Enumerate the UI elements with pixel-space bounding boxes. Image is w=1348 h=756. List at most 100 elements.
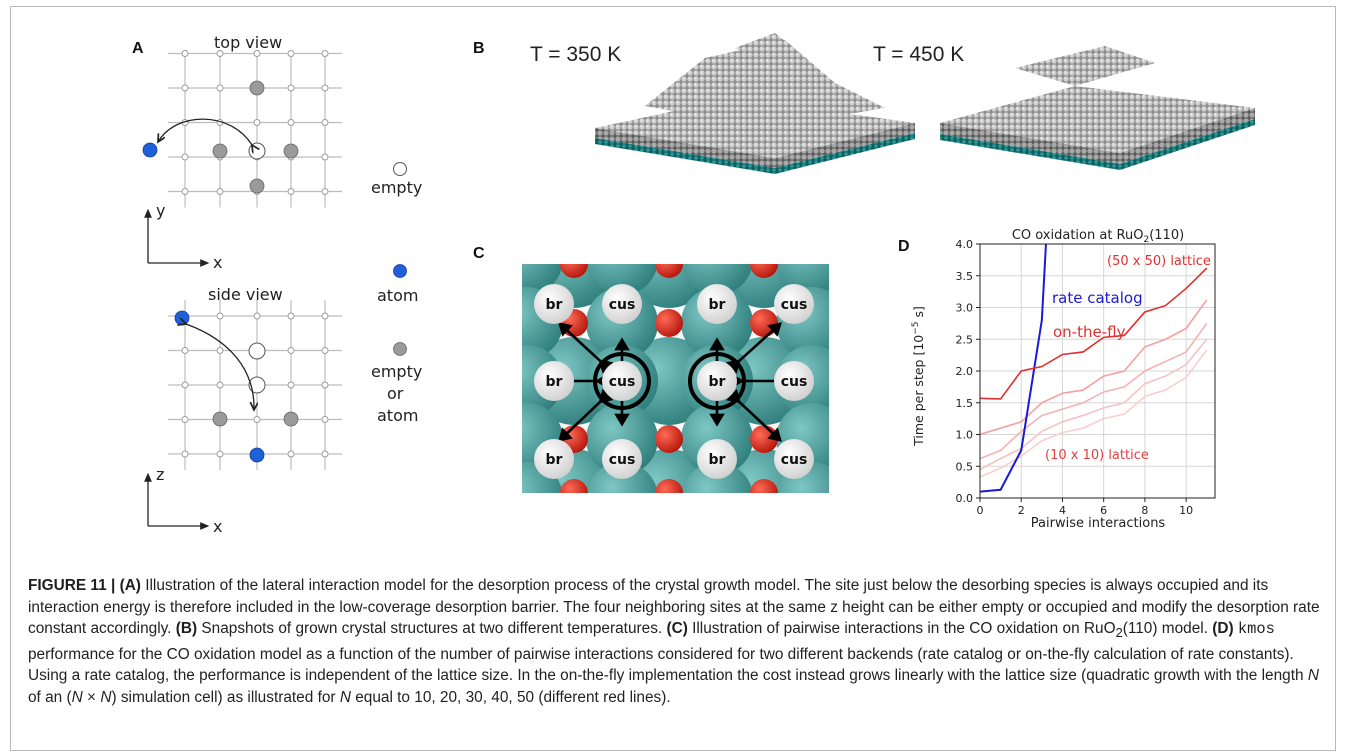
site-label-br: br [709, 297, 726, 313]
top-desorbed-atom [142, 142, 158, 158]
oxygen-atom [655, 264, 683, 278]
side-hop-arrow [186, 324, 254, 410]
site-cus [774, 284, 814, 324]
ru-atom [586, 264, 658, 295]
side-grid-site [287, 450, 295, 458]
y-tick-label: 1.5 [956, 397, 974, 410]
x-tick-label: 10 [1179, 504, 1193, 517]
top-grid-site [253, 119, 261, 126]
x-tick-label: 2 [1018, 504, 1025, 517]
caption-d-text-c: ) simulation cell) as illustrated for [111, 689, 340, 707]
y-tick-label: 4.0 [956, 238, 974, 251]
caption-d-label: (D) [1212, 620, 1234, 638]
center-cus-ring [593, 352, 651, 410]
side-grid-site [216, 450, 224, 458]
y-tick-label: 2.5 [956, 333, 974, 346]
site-label-cus: cus [781, 297, 808, 313]
series-on-the-fly-line [980, 267, 1208, 400]
oxygen-atom [655, 479, 683, 493]
panel-a-diagram [142, 50, 342, 530]
x-axis-title: Pairwise interactions [1031, 516, 1166, 531]
lattice-50-annotation: (50 x 50) lattice [1107, 254, 1211, 269]
interaction-arrow [558, 388, 614, 442]
top-grid-site [216, 50, 224, 57]
caption-d-n1: N [1307, 667, 1319, 685]
side-grid-site [321, 347, 329, 354]
top-either-atom-w [212, 143, 228, 159]
y-tick-label: 3.0 [956, 302, 974, 315]
on-the-fly-annotation: on-the-fly [1053, 323, 1126, 341]
caption-c-label: (C) [666, 620, 688, 638]
performance-chart: 0 2 4 6 8 10 0.0 0.5 1.0 1.5 2.0 2.5 3.0 3.5 4.0 CO ox… [911, 228, 1216, 531]
ru-atom [681, 264, 753, 295]
site-cus [602, 284, 642, 324]
oxygen-atom [750, 479, 778, 493]
chart-ticks: 0 2 4 6 8 10 0.0 0.5 1.0 1.5 2.0 2.5 3.0 3.5 4.0 [956, 238, 1194, 517]
caption-b-text: Snapshots of grown crystal structures at… [197, 620, 667, 638]
caption-a-text: Illustration of the lateral interaction … [28, 577, 1320, 638]
panel-c-diagram: br cus br cus br cus br cus br cus br cus [522, 264, 829, 493]
site-label-cus: cus [781, 452, 808, 468]
panel-a-legend-markers [393, 162, 407, 356]
caption-b-label: (B) [175, 620, 198, 638]
x-axis-label-top: x [213, 253, 223, 272]
legend-either-label-1: empty [371, 362, 423, 381]
site-label-cus: cus [609, 452, 636, 468]
top-grid-site [321, 50, 329, 57]
top-center-empty [248, 142, 266, 160]
caption-d-text-d: equal to 10, 20, 30, 40, 50 (different r… [350, 689, 671, 707]
caption-c-text-b: (110) model. [1122, 620, 1213, 638]
interaction-arrow [726, 388, 782, 442]
side-upper-empty [248, 342, 266, 360]
site-label-cus: cus [609, 297, 636, 313]
series-on-the-fly-line [980, 299, 1208, 436]
series-on-the-fly-line [980, 338, 1208, 471]
side-view-label: side view [208, 285, 283, 304]
caption-d-times: × [82, 689, 101, 707]
y-tick-label: 1.0 [956, 429, 974, 442]
x-tick-label: 0 [977, 504, 984, 517]
side-grid-site [287, 381, 295, 389]
ru-atom [776, 462, 829, 493]
top-grid-site [287, 84, 295, 92]
legend-either-label-3: atom [377, 406, 419, 425]
crystal-350k [595, 33, 915, 174]
ru-atom [522, 462, 563, 493]
side-grid-site [253, 416, 261, 423]
side-grid-site [253, 312, 261, 320]
side-grid-site [216, 347, 224, 354]
side-either-atom-w [212, 411, 228, 427]
side-desorbed-atom [174, 310, 190, 326]
series-rate-catalog [980, 244, 1047, 493]
figure-frame [10, 6, 1336, 751]
oxygen-atom [655, 309, 683, 337]
center-br-ring [688, 352, 746, 410]
top-grid-site [321, 84, 329, 92]
interaction-arrow [558, 322, 614, 374]
side-grid-site [181, 416, 189, 423]
x-tick-label: 8 [1141, 504, 1148, 517]
side-grid-site [181, 450, 189, 458]
side-support-atom [249, 447, 265, 463]
site-br [534, 439, 574, 479]
side-grid-site [181, 381, 189, 389]
top-grid-site [181, 84, 189, 92]
legend-atom-label: atom [377, 286, 419, 305]
side-grid-site [216, 381, 224, 389]
figure-label: FIGURE 11 | [28, 577, 116, 594]
top-either-atom-e [283, 143, 299, 159]
side-grid-site [321, 381, 329, 389]
lattice-10-annotation: (10 x 10) lattice [1045, 448, 1149, 463]
legend-either-marker [393, 342, 407, 356]
panel-b-label: B [473, 40, 485, 57]
top-grid-site [181, 153, 189, 161]
interaction-arrow [726, 322, 782, 374]
oxygen-atom [560, 479, 588, 493]
panel-d-label: D [898, 238, 910, 255]
top-grid-site [287, 50, 295, 57]
z-axis-label: z [156, 465, 165, 484]
caption-d-n2: N [71, 689, 83, 707]
y-axis-title: Time per step [10−5 s] [911, 306, 926, 447]
top-grid-site [216, 188, 224, 195]
temp-450-label: T = 450 K [873, 43, 965, 66]
